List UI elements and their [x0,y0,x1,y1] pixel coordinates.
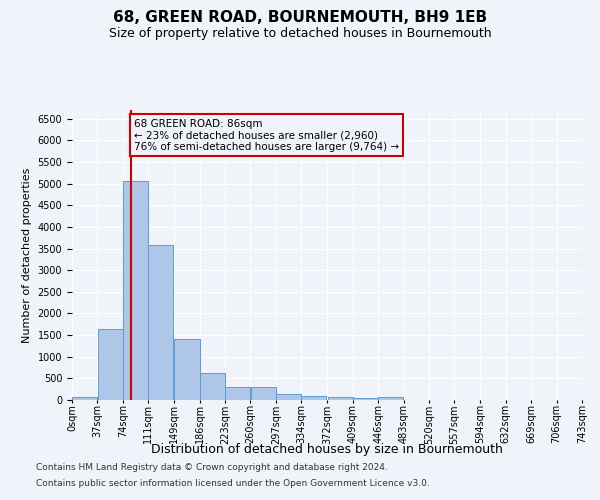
Bar [148,244,173,400]
Y-axis label: Number of detached properties: Number of detached properties [22,168,32,342]
Text: Size of property relative to detached houses in Bournemouth: Size of property relative to detached ho… [109,28,491,40]
Bar [301,396,326,400]
Text: Contains public sector information licensed under the Open Government Licence v3: Contains public sector information licen… [36,478,430,488]
Text: 68, GREEN ROAD, BOURNEMOUTH, BH9 1EB: 68, GREEN ROAD, BOURNEMOUTH, BH9 1EB [113,10,487,25]
Text: Distribution of detached houses by size in Bournemouth: Distribution of detached houses by size … [151,442,503,456]
Bar [98,329,122,400]
Bar [72,397,97,400]
Bar [379,397,403,400]
Text: 68 GREEN ROAD: 86sqm
← 23% of detached houses are smaller (2,960)
76% of semi-de: 68 GREEN ROAD: 86sqm ← 23% of detached h… [134,118,399,152]
Bar [353,398,378,400]
Bar [251,388,275,400]
Bar [225,388,250,400]
Bar [276,394,301,400]
Text: Contains HM Land Registry data © Crown copyright and database right 2024.: Contains HM Land Registry data © Crown c… [36,464,388,472]
Bar [123,180,148,400]
Bar [328,397,353,400]
Bar [175,340,199,400]
Bar [200,373,225,400]
